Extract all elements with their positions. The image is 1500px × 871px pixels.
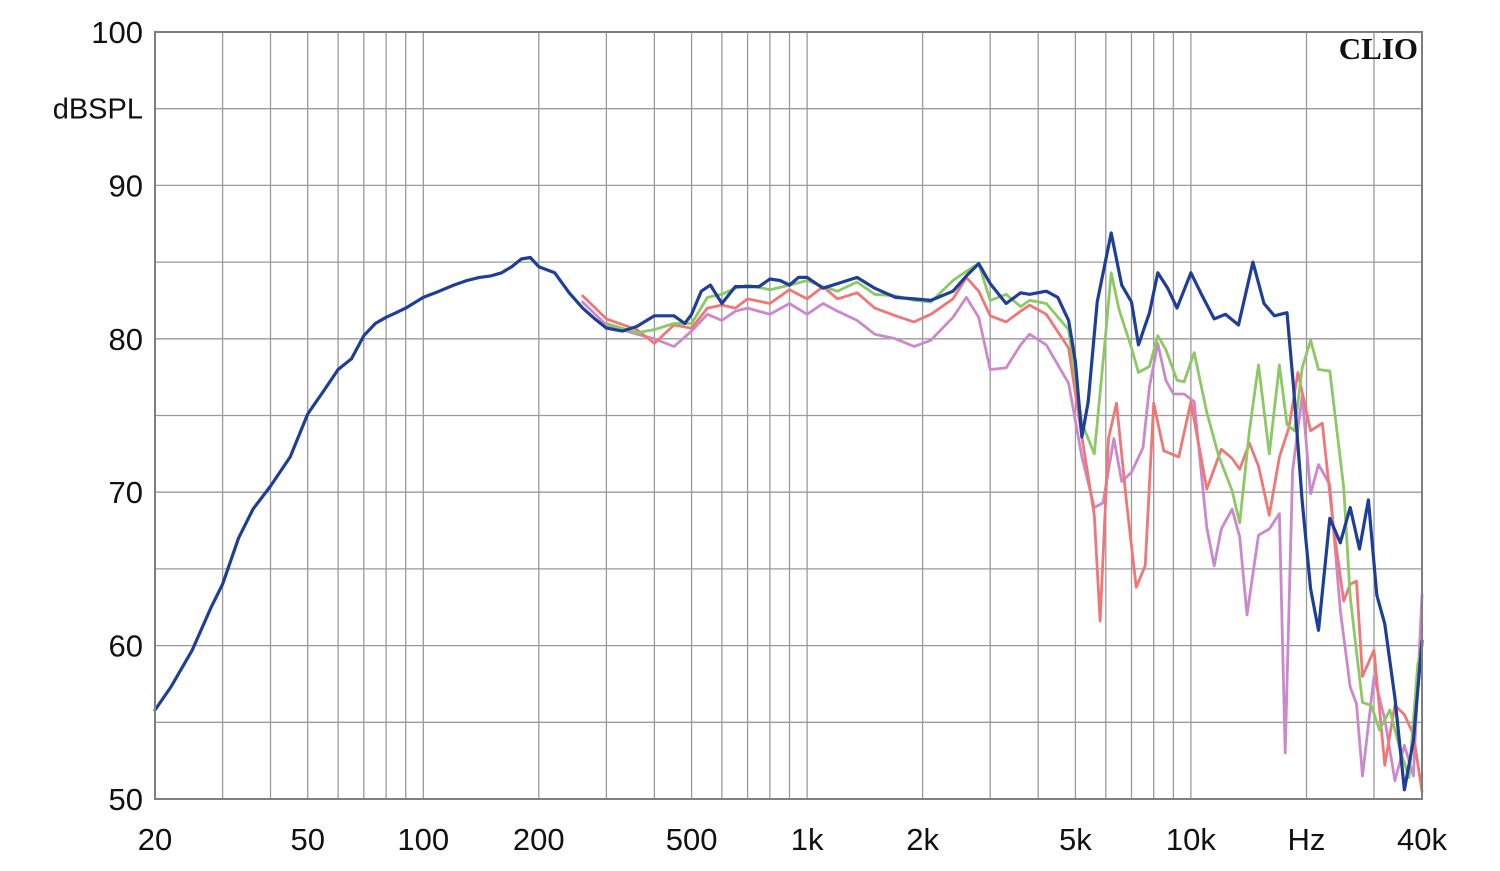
y-tick-label: 50: [109, 782, 143, 817]
clio-brand-label: CLIO: [1339, 31, 1418, 66]
y-tick-label: 60: [109, 629, 143, 664]
series-lines: [153, 231, 1424, 793]
x-tick-label: 20: [138, 822, 172, 857]
x-tick-label: 500: [666, 822, 718, 857]
series-line-2: [581, 276, 1424, 793]
x-tick-label: 50: [290, 822, 324, 857]
x-tick-label: 40k: [1397, 822, 1447, 857]
y-tick-label: 90: [109, 168, 143, 203]
x-tick-label: 2k: [906, 822, 939, 857]
series-line-4: [153, 231, 1424, 792]
x-tick-label: 100: [397, 822, 449, 857]
series-line-1: [581, 296, 1424, 782]
plot-frame: [154, 31, 1423, 800]
x-tick-label: 5k: [1059, 822, 1092, 857]
y-tick-label: 70: [109, 475, 143, 510]
y-tick-label: 100: [91, 15, 143, 50]
x-tick-label: 1k: [791, 822, 824, 857]
series-line-3: [605, 262, 1424, 779]
x-tick-label: 10k: [1166, 822, 1216, 857]
axis-labels: 50 60 70 80 90 100 20 50 100 200 500 1k 2k 5k 10k 40k Hz: [91, 15, 1447, 857]
x-tick-label: 200: [513, 822, 565, 857]
y-tick-label: 80: [109, 322, 143, 357]
x-axis-unit-label: Hz: [1288, 822, 1326, 857]
y-axis-unit-label: dBSPL: [53, 94, 143, 126]
grid-lines: [154, 31, 1423, 800]
